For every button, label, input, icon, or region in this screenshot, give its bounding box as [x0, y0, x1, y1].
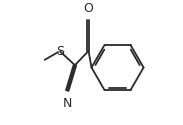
Text: N: N	[63, 96, 72, 110]
Text: O: O	[84, 2, 94, 16]
Text: S: S	[56, 45, 64, 58]
